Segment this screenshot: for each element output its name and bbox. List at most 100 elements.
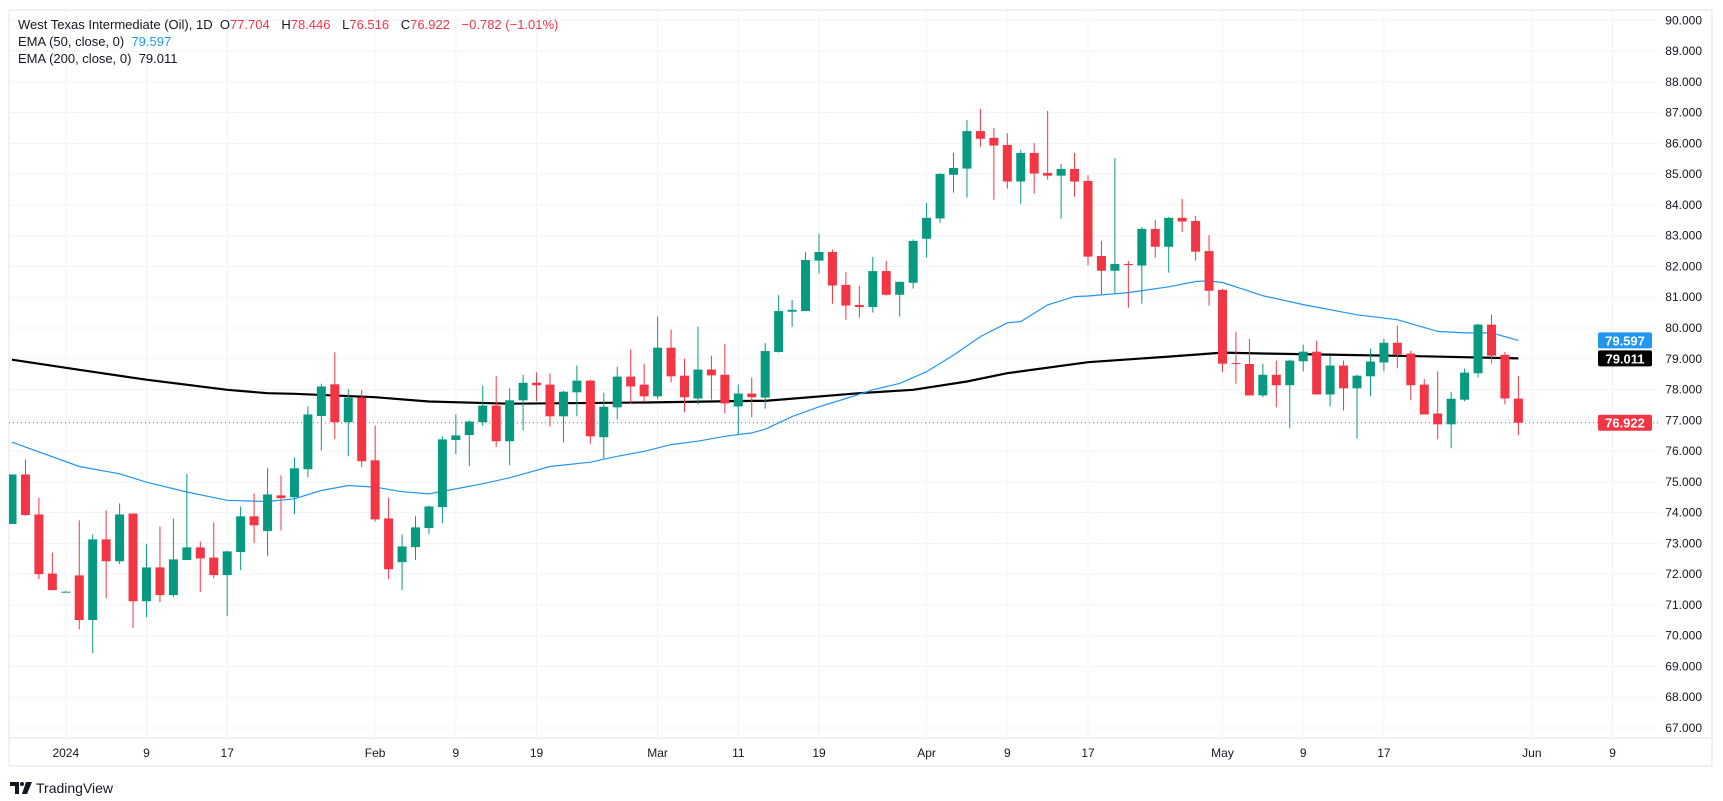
candle[interactable] (505, 388, 515, 466)
candle[interactable] (384, 497, 394, 580)
candle[interactable] (1433, 371, 1443, 440)
candle[interactable] (854, 285, 864, 318)
candle[interactable] (128, 513, 138, 629)
candle[interactable] (787, 299, 797, 327)
candle[interactable] (1070, 152, 1080, 197)
candle[interactable] (989, 127, 999, 200)
candle[interactable] (572, 365, 582, 417)
candle[interactable] (209, 522, 219, 579)
symbol-legend[interactable]: West Texas Intermediate (Oil), 1D O77.70… (18, 16, 558, 33)
candle[interactable] (760, 343, 770, 409)
candle[interactable] (1365, 348, 1375, 397)
candle[interactable] (1150, 219, 1160, 258)
candle[interactable] (720, 343, 730, 414)
candle[interactable] (263, 468, 273, 557)
candle[interactable] (1500, 352, 1510, 405)
candle[interactable] (1352, 374, 1362, 439)
candle[interactable] (1487, 314, 1496, 364)
candle[interactable] (747, 377, 757, 418)
candle[interactable] (518, 374, 528, 431)
candle[interactable] (357, 389, 367, 468)
candle[interactable] (303, 406, 313, 478)
candle[interactable] (1137, 227, 1147, 304)
candle[interactable] (975, 108, 985, 147)
candle[interactable] (733, 384, 743, 435)
candle[interactable] (1191, 215, 1201, 261)
candle[interactable] (155, 526, 165, 603)
candle[interactable] (1056, 163, 1066, 219)
candle[interactable] (451, 414, 461, 455)
candle[interactable] (249, 493, 259, 544)
candle[interactable] (827, 249, 837, 304)
candle[interactable] (585, 379, 595, 444)
candle[interactable] (330, 352, 340, 440)
candle[interactable] (47, 552, 57, 591)
candle[interactable] (424, 505, 434, 535)
candle[interactable] (532, 372, 542, 402)
candle[interactable] (1164, 216, 1174, 273)
candle[interactable] (599, 392, 609, 459)
candle[interactable] (316, 383, 326, 451)
candle[interactable] (1096, 240, 1106, 295)
candle[interactable] (411, 516, 420, 561)
candle[interactable] (1177, 199, 1187, 232)
candle[interactable] (1392, 325, 1402, 369)
candle[interactable] (397, 534, 407, 591)
candle[interactable] (908, 239, 918, 289)
candle[interactable] (962, 119, 972, 198)
time-axis[interactable]: 2024 9 17 Feb 9 19 Mar 11 19 Apr 9 17 May 9 17 Jun 9 (52, 746, 1616, 760)
candle[interactable] (491, 376, 501, 448)
candle[interactable] (1029, 143, 1039, 194)
ema50-line[interactable] (11, 280, 1519, 503)
candle[interactable] (289, 457, 299, 515)
candle[interactable] (545, 373, 555, 427)
candle[interactable] (639, 363, 649, 403)
candle[interactable] (74, 520, 84, 630)
candle[interactable] (1446, 391, 1456, 449)
candle[interactable] (1339, 360, 1349, 411)
candle[interactable] (1016, 149, 1026, 204)
candle[interactable] (922, 203, 932, 258)
candle[interactable] (935, 173, 945, 223)
candle[interactable] (276, 475, 286, 531)
candle[interactable] (343, 388, 353, 457)
price-axis[interactable]: 67.000 68.000 69.000 70.000 71.000 72.000 73.0… (1665, 13, 1702, 735)
candle[interactable] (693, 326, 703, 405)
candle[interactable] (168, 518, 178, 598)
candle[interactable] (1406, 350, 1416, 401)
candle[interactable] (801, 251, 811, 312)
candle[interactable] (1244, 339, 1254, 396)
candle[interactable] (20, 459, 30, 516)
candle[interactable] (1379, 338, 1389, 372)
tradingview-logo[interactable]: TradingView (10, 780, 113, 796)
candle[interactable] (1123, 260, 1133, 308)
candle[interactable] (1002, 133, 1012, 189)
candle[interactable] (1460, 368, 1470, 402)
candle[interactable] (1204, 235, 1214, 306)
candle[interactable] (437, 436, 447, 524)
candle[interactable] (612, 366, 622, 420)
candle[interactable] (88, 534, 98, 654)
candle[interactable] (1083, 175, 1093, 266)
candle[interactable] (626, 349, 636, 404)
candle[interactable] (115, 503, 125, 565)
candle[interactable] (195, 541, 205, 593)
candle[interactable] (1231, 331, 1241, 384)
candle[interactable] (680, 358, 689, 413)
candle[interactable] (101, 510, 111, 599)
candle[interactable] (1513, 375, 1523, 436)
candle[interactable] (1258, 363, 1268, 398)
candle[interactable] (34, 497, 44, 580)
candle[interactable] (1298, 344, 1308, 372)
ema200-legend[interactable]: EMA (200, close, 0) 79.011 (18, 50, 177, 67)
price-pane[interactable] (8, 108, 1659, 654)
candle[interactable] (868, 256, 878, 313)
ema50-legend[interactable]: EMA (50, close, 0) 79.597 (18, 33, 171, 50)
candle[interactable] (464, 420, 474, 467)
candle[interactable] (182, 473, 192, 561)
candle[interactable] (142, 544, 151, 618)
candle[interactable] (236, 506, 246, 571)
candle[interactable] (706, 355, 716, 400)
candle[interactable] (1285, 359, 1295, 429)
